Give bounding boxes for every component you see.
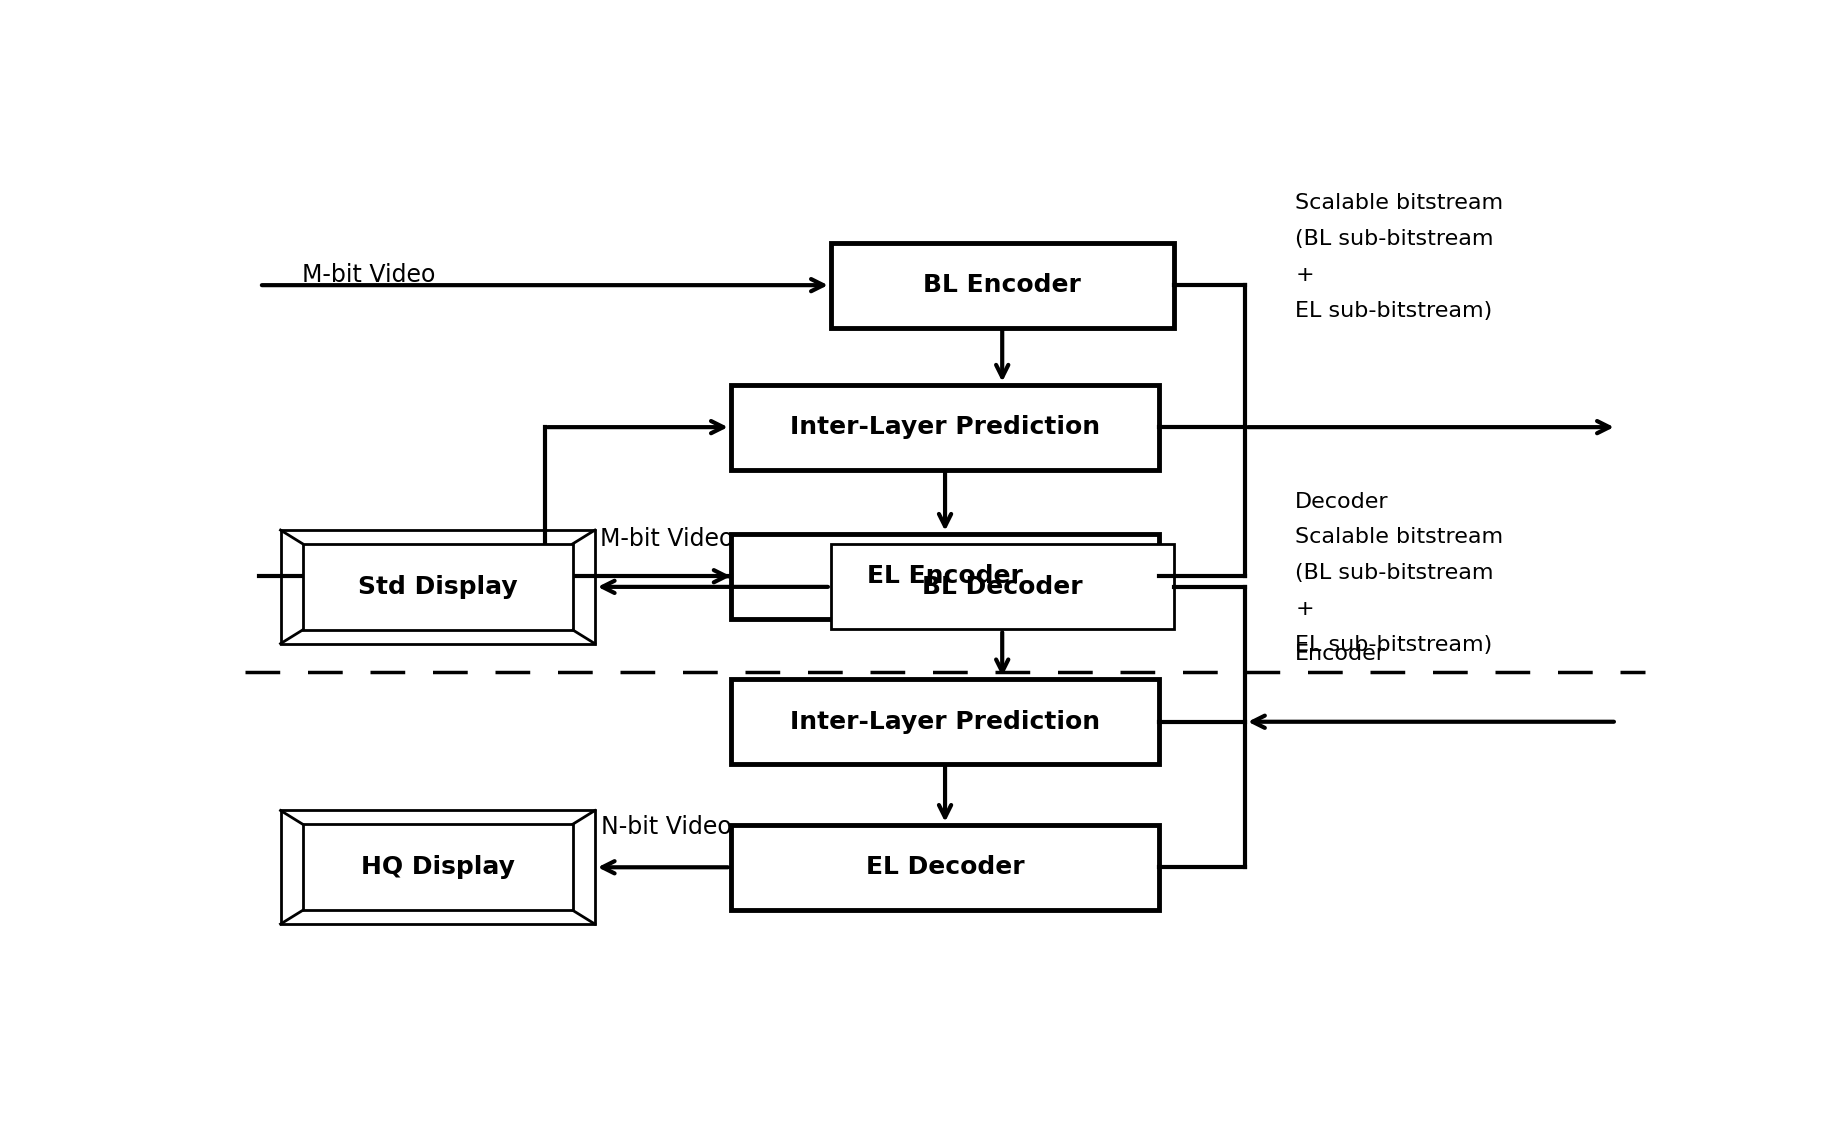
Text: BL Decoder: BL Decoder [922,575,1082,599]
Text: Encoder: Encoder [1294,644,1387,665]
FancyBboxPatch shape [830,544,1173,629]
FancyBboxPatch shape [302,543,573,631]
Text: M-bit Video: M-bit Video [302,262,435,287]
Text: EL Decoder: EL Decoder [865,855,1025,879]
Text: Std Display: Std Display [358,575,518,599]
Text: BL Encoder: BL Encoder [924,273,1081,297]
Text: Inter-Layer Prediction: Inter-Layer Prediction [789,415,1101,439]
FancyBboxPatch shape [280,530,596,644]
FancyBboxPatch shape [730,679,1160,764]
Text: Decoder: Decoder [1294,492,1389,513]
FancyBboxPatch shape [280,811,596,924]
Text: N-bit Video: N-bit Video [601,815,732,839]
FancyBboxPatch shape [730,534,1160,619]
Text: Scalable bitstream
(BL sub-bitstream
+
EL sub-bitstream): Scalable bitstream (BL sub-bitstream + E… [1294,193,1503,321]
FancyBboxPatch shape [730,384,1160,469]
Text: N-bit Video: N-bit Video [302,565,433,589]
Text: M-bit Video: M-bit Video [599,527,734,551]
Text: HQ Display: HQ Display [361,855,514,879]
FancyBboxPatch shape [730,824,1160,909]
Text: Inter-Layer Prediction: Inter-Layer Prediction [789,710,1101,734]
Text: EL Encoder: EL Encoder [867,565,1023,589]
FancyBboxPatch shape [830,243,1173,328]
FancyBboxPatch shape [302,824,573,911]
Text: Scalable bitstream
(BL sub-bitstream
+
EL sub-bitstream): Scalable bitstream (BL sub-bitstream + E… [1294,526,1503,654]
